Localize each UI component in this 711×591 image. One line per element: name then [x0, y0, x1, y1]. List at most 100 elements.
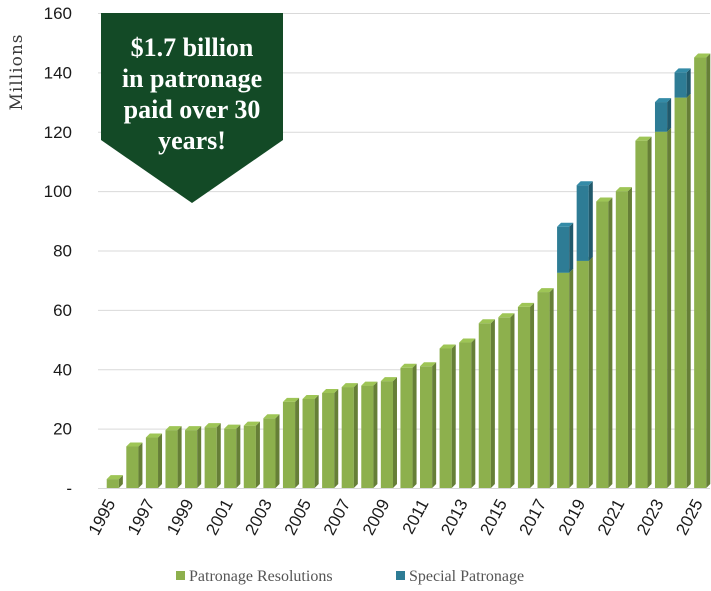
y-tick-label: 100: [44, 182, 72, 201]
bar-2010-patronage-resolutions: [400, 363, 417, 488]
x-tick-label: 2013: [437, 496, 472, 538]
bar-face: [694, 57, 707, 488]
y-axis-label: Millions: [7, 33, 27, 110]
bar-face: [478, 323, 491, 488]
bar-face: [400, 367, 413, 488]
bar-side: [510, 313, 515, 488]
bar-2011-patronage-resolutions: [420, 362, 437, 488]
bar-1997-patronage-resolutions: [145, 433, 163, 488]
bar-2025-patronage-resolutions: [694, 53, 711, 488]
x-tick-label: 2025: [672, 496, 707, 538]
bar-face: [361, 385, 374, 488]
bar-face: [654, 102, 668, 132]
bar-face: [459, 342, 472, 488]
bar-side: [197, 426, 202, 488]
bar-2021-patronage-resolutions: [615, 187, 632, 488]
x-tick-label: 2005: [281, 496, 316, 538]
bar-side: [255, 421, 260, 488]
y-tick-label: 60: [53, 301, 72, 320]
bar-2020-patronage-resolutions: [596, 197, 613, 488]
bar-top: [537, 288, 554, 293]
bar-top: [322, 389, 339, 393]
x-tick-label: 2017: [516, 496, 551, 538]
bar-side: [608, 197, 613, 488]
bar-top: [126, 442, 143, 447]
bar-face: [224, 428, 237, 488]
bar-top: [165, 426, 182, 431]
callout-line-1: $1.7 billion: [131, 33, 254, 62]
bar-1996-patronage-resolutions: [126, 442, 143, 488]
y-tick-label: -: [66, 479, 72, 498]
bar-2001-patronage-resolutions: [224, 424, 241, 488]
bar-side: [216, 423, 221, 488]
bars: [106, 53, 711, 488]
callout-banner: $1.7 billion in patronage paid over 30 y…: [101, 13, 283, 203]
bar-2003-patronage-resolutions: [263, 414, 280, 488]
bar-top: [557, 222, 574, 227]
bar-2013-patronage-resolutions: [459, 338, 476, 488]
x-tick-label: 1997: [124, 496, 159, 538]
bar-top: [302, 394, 319, 399]
bar-top: [145, 433, 163, 438]
bar-face: [674, 72, 687, 98]
bar-2000-patronage-resolutions: [204, 423, 221, 488]
bar-1998-patronage-resolutions: [165, 426, 182, 488]
bar-face: [654, 131, 668, 488]
bar-top: [106, 475, 123, 480]
callout-line-3: paid over 30: [124, 95, 261, 124]
bar-side: [706, 53, 711, 488]
bar-side: [138, 442, 143, 488]
bar-face: [243, 425, 256, 488]
bar-2009-patronage-resolutions: [380, 377, 397, 488]
bar-top: [498, 313, 515, 318]
bar-side: [118, 475, 123, 488]
bar-side: [158, 433, 163, 488]
bar-top: [576, 181, 593, 186]
x-tick-label: 2003: [241, 496, 276, 538]
bar-face: [341, 387, 354, 488]
x-tick-label: 2015: [476, 496, 511, 538]
bar-side: [569, 222, 574, 273]
bar-side: [451, 344, 456, 488]
bar-side: [432, 362, 437, 488]
y-tick-label: 80: [53, 242, 72, 261]
bar-side: [353, 383, 358, 488]
bar-face: [439, 348, 452, 488]
bar-top: [459, 338, 476, 343]
legend-label-patronage-resolutions: Patronage Resolutions: [189, 568, 333, 585]
x-tick-label: 2011: [399, 496, 433, 537]
bar-top: [694, 53, 711, 58]
bar-2023-special-patronage: [654, 98, 672, 132]
bar-side: [490, 319, 495, 488]
bar-2002-patronage-resolutions: [243, 421, 260, 488]
bar-2023-patronage-resolutions: [654, 127, 672, 488]
bar-side: [392, 377, 397, 488]
bar-face: [537, 292, 550, 488]
bar-side: [686, 93, 691, 488]
bar-side: [588, 256, 593, 488]
x-tick-label: 1995: [85, 496, 120, 538]
bar-face: [635, 140, 648, 488]
bar-side: [412, 363, 417, 488]
bar-2022-patronage-resolutions: [635, 136, 652, 488]
legend: Patronage Resolutions Special Patronage: [176, 568, 524, 585]
bar-face: [557, 272, 570, 488]
y-tick-label: 40: [53, 360, 72, 379]
bar-face: [557, 226, 570, 273]
bar-side: [667, 127, 672, 488]
bar-top: [263, 414, 280, 419]
bar-side: [314, 394, 319, 488]
bar-top: [224, 424, 241, 429]
bar-top: [674, 68, 691, 73]
bar-top: [615, 187, 632, 192]
x-tick-label: 2009: [359, 496, 394, 538]
bar-side: [549, 288, 554, 488]
bar-face: [204, 427, 217, 488]
bar-2015-patronage-resolutions: [498, 313, 515, 488]
bar-face: [576, 260, 589, 488]
legend-swatch-patronage-resolutions: [176, 571, 185, 580]
bar-2006-patronage-resolutions: [322, 389, 339, 488]
bar-face: [498, 317, 511, 488]
bar-2024-patronage-resolutions: [674, 93, 691, 488]
